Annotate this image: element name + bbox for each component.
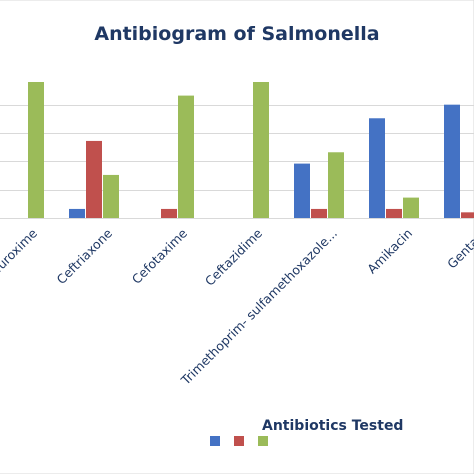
x-axis-title: Antibiotics Tested: [262, 418, 403, 434]
bar-6-series-0: [444, 104, 460, 218]
bar-2-series-1: [161, 208, 177, 218]
bar-4-series-1: [311, 208, 327, 218]
bar-0-series-2: [28, 82, 44, 218]
chart-title: Antibiogram of Salmonella: [94, 23, 379, 45]
bar-5-series-0: [369, 118, 385, 218]
gridlines: [0, 105, 474, 219]
bar-6-series-1: [461, 212, 474, 218]
bar-5-series-2: [403, 197, 419, 218]
bar-2-series-2: [178, 95, 194, 218]
legend: [210, 436, 268, 446]
bar-3-series-2: [253, 82, 269, 218]
legend-swatch-2: [258, 436, 268, 446]
bar-1-series-2: [103, 174, 119, 218]
legend-swatch-0: [210, 436, 220, 446]
bar-5-series-1: [386, 208, 402, 218]
bar-1-series-0: [69, 208, 85, 218]
bar-1-series-1: [86, 140, 102, 218]
bar-4-series-0: [294, 163, 310, 218]
bars: [28, 82, 474, 218]
legend-swatch-1: [234, 436, 244, 446]
bar-4-series-2: [328, 152, 344, 218]
